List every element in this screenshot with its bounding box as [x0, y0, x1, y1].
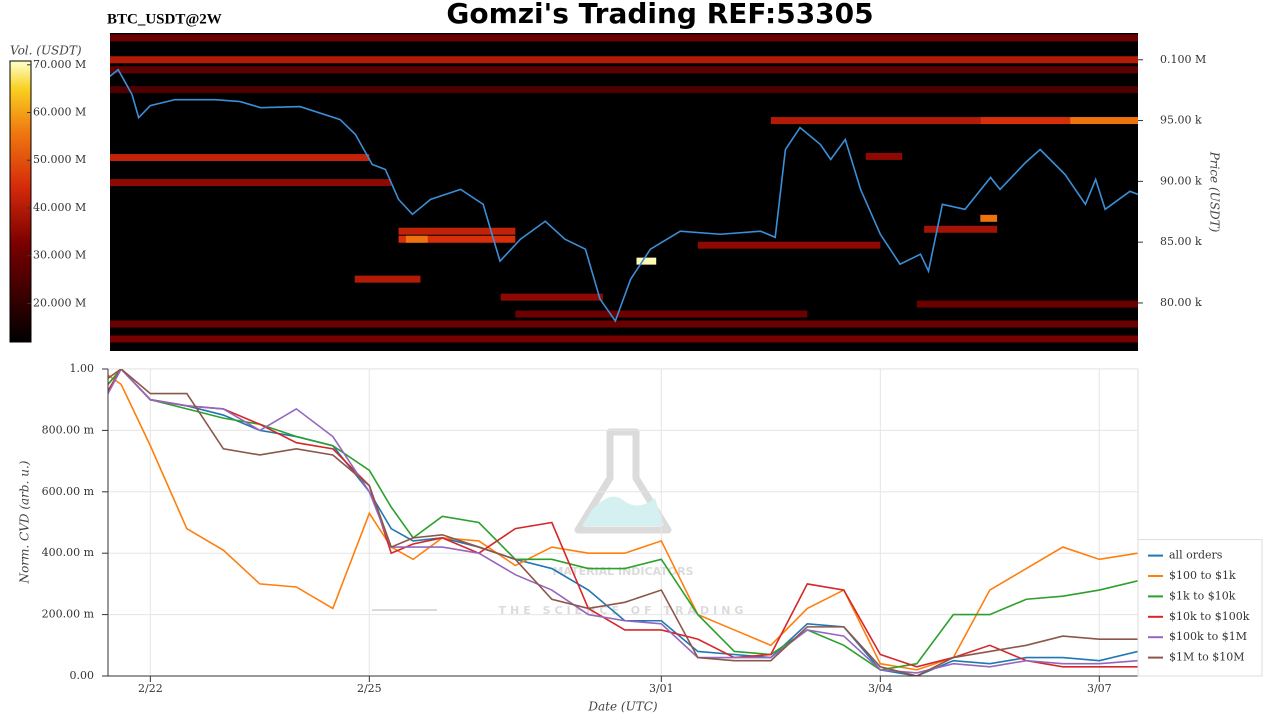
- legend-label: $100k to $1M: [1169, 630, 1247, 643]
- x-tick-label: 2/22: [138, 682, 163, 695]
- colorbar-tick-label: 40.000 M: [33, 201, 86, 214]
- heatmap-cell: [770, 117, 981, 125]
- colorbar-label: Vol. (USDT): [10, 44, 82, 58]
- heatmap-area: [110, 34, 1138, 343]
- legend-label: $10k to $100k: [1169, 610, 1250, 623]
- y-tick-label: 95.00 k: [1160, 114, 1202, 127]
- cvd-area: [108, 369, 1138, 676]
- y-tick-label: 0.00: [70, 669, 95, 682]
- heatmap-cell: [980, 117, 1071, 125]
- heatmap-cell: [980, 214, 998, 222]
- price-line: [110, 68, 1138, 323]
- y-axis-label: Norm. CVD (arb. u.): [18, 460, 32, 584]
- heatmap-cell: [354, 275, 421, 283]
- heatmap-cell: [110, 320, 1138, 328]
- y-axis-label: Price (USDT): [1208, 151, 1222, 233]
- y-tick-label: 1.00: [70, 362, 95, 375]
- heatmap-cell: [110, 56, 1138, 64]
- x-axis-label: Date (UTC): [587, 700, 657, 714]
- watermark-logo: [372, 428, 672, 611]
- x-tick-label: 3/04: [868, 682, 893, 695]
- colorbar-tick-label: 70.000 M: [33, 58, 86, 71]
- heatmap-cell: [1070, 117, 1138, 125]
- x-tick-label: 2/25: [357, 682, 382, 695]
- heatmap-cell: [110, 335, 1138, 343]
- cvd-line: [108, 369, 1138, 676]
- legend-label: $1k to $10k: [1169, 589, 1236, 602]
- heatmap-cell: [636, 257, 657, 265]
- heatmap-cell: [398, 227, 516, 235]
- y-tick-label: 400.00 m: [42, 546, 95, 559]
- legend-label: all orders: [1169, 549, 1223, 562]
- y-tick-label: 85.00 k: [1160, 235, 1202, 248]
- heatmap-cell: [924, 225, 998, 233]
- y-tick-label: 80.00 k: [1160, 296, 1202, 309]
- colorbar-tick-label: 30.000 M: [33, 249, 86, 262]
- y-tick-label: 600.00 m: [42, 485, 95, 498]
- cvd-line: [108, 369, 1138, 674]
- y-tick-label: 90.00 k: [1160, 174, 1202, 187]
- colorbar-tick-label: 60.000 M: [33, 106, 86, 119]
- chart-subtitle: BTC_USDT@2W: [107, 11, 222, 27]
- heatmap-cell: [865, 152, 903, 160]
- heatmap-cell: [916, 300, 1138, 308]
- cvd-background: [107, 368, 1139, 677]
- heatmap-cell: [398, 235, 516, 243]
- heatmap-cell: [515, 310, 808, 318]
- heatmap-cell: [697, 241, 881, 249]
- heatmap-cell: [500, 293, 603, 301]
- heatmap-cell: [405, 235, 428, 243]
- heatmap-cell: [110, 66, 1138, 74]
- y-tick-label: 200.00 m: [42, 608, 95, 621]
- legend-box: [1137, 539, 1263, 677]
- x-tick-label: 3/07: [1087, 682, 1112, 695]
- colorbar-tick-label: 20.000 M: [33, 296, 86, 309]
- chart-title: Gomzi's Trading REF:53305: [446, 0, 873, 30]
- y-tick-label: 800.00 m: [42, 423, 95, 436]
- x-tick-label: 3/01: [649, 682, 674, 695]
- legend-label: $100 to $1k: [1169, 569, 1236, 582]
- heatmap-cell: [110, 154, 370, 162]
- legend-label: $1M to $10M: [1169, 651, 1245, 664]
- colorbar-tick-label: 50.000 M: [33, 153, 86, 166]
- heatmap-cell: [110, 34, 1138, 42]
- colorbar: [9, 60, 32, 343]
- watermark-subtitle: THE SCIENCE OF TRADING: [499, 604, 748, 617]
- heatmap-cell: [110, 179, 392, 187]
- y-tick-label: 0.100 M: [1160, 53, 1206, 66]
- heatmap-cell: [110, 86, 1138, 94]
